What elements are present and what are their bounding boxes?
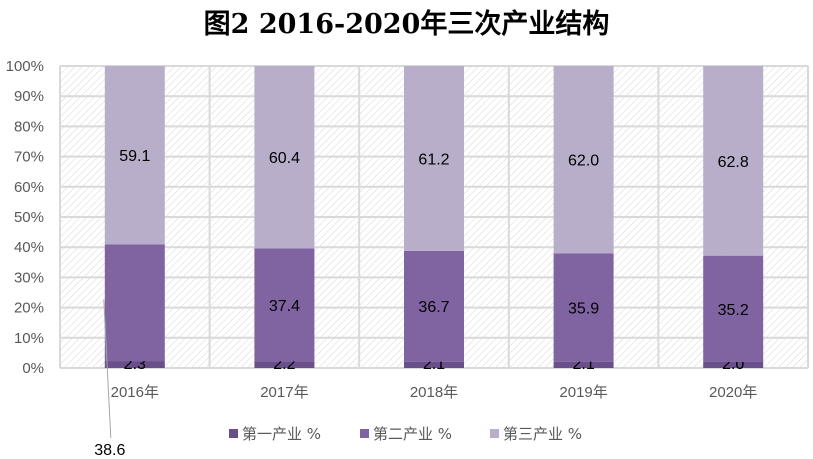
chart-title: 图2 2016-2020年三次产业结构 — [203, 9, 610, 40]
y-tick-label: 0% — [22, 360, 44, 377]
data-label: 61.2 — [418, 151, 449, 168]
bar-segment — [553, 361, 614, 368]
y-tick-label: 100% — [6, 58, 44, 75]
data-label: 37.4 — [269, 298, 300, 315]
bar-segment — [703, 66, 764, 256]
data-label: 38.6 — [94, 442, 125, 459]
bar-segment — [404, 361, 464, 368]
y-tick-label: 30% — [14, 269, 44, 286]
data-label: 36.7 — [418, 299, 449, 316]
legend-swatch — [490, 429, 499, 438]
bar-segment — [104, 361, 165, 368]
legend-label: 第二产业 % — [373, 425, 452, 443]
bar-segment — [404, 250, 464, 362]
legend-label: 第三产业 % — [503, 425, 582, 443]
bar-segment — [703, 361, 764, 368]
data-label: 59.1 — [119, 148, 150, 165]
legend-swatch — [229, 429, 238, 438]
data-label-leader-line — [103, 299, 112, 439]
legend-label: 第一产业 % — [242, 425, 321, 443]
bar-segment — [553, 66, 614, 254]
y-tick-label: 20% — [14, 300, 44, 317]
bar-segment — [254, 361, 315, 368]
bar-segment — [104, 244, 165, 362]
x-tick-label: 2019年 — [559, 384, 607, 401]
y-tick-label: 60% — [14, 179, 44, 196]
data-label: 35.2 — [718, 302, 749, 319]
y-tick-label: 90% — [14, 88, 44, 105]
data-label: 60.4 — [269, 150, 300, 167]
x-tick-label: 2018年 — [410, 384, 458, 401]
bar-segment — [254, 66, 315, 249]
y-tick-label: 40% — [14, 239, 44, 256]
legend-swatch — [360, 429, 369, 438]
bar-segment — [104, 66, 165, 245]
data-label: 62.0 — [568, 153, 599, 170]
bar-segment — [553, 253, 614, 362]
y-tick-label: 50% — [14, 209, 44, 226]
bar-segment — [404, 66, 464, 251]
x-tick-label: 2017年 — [260, 384, 308, 401]
x-tick-label: 2020年 — [709, 384, 757, 401]
x-tick-label: 2016年 — [111, 384, 159, 401]
data-label: 35.9 — [568, 300, 599, 317]
data-label: 62.8 — [718, 154, 749, 171]
bar-segment — [703, 255, 764, 362]
bar-segment — [254, 248, 315, 362]
y-tick-label: 10% — [14, 330, 44, 347]
y-tick-label: 70% — [14, 149, 44, 166]
y-tick-label: 80% — [14, 118, 44, 135]
